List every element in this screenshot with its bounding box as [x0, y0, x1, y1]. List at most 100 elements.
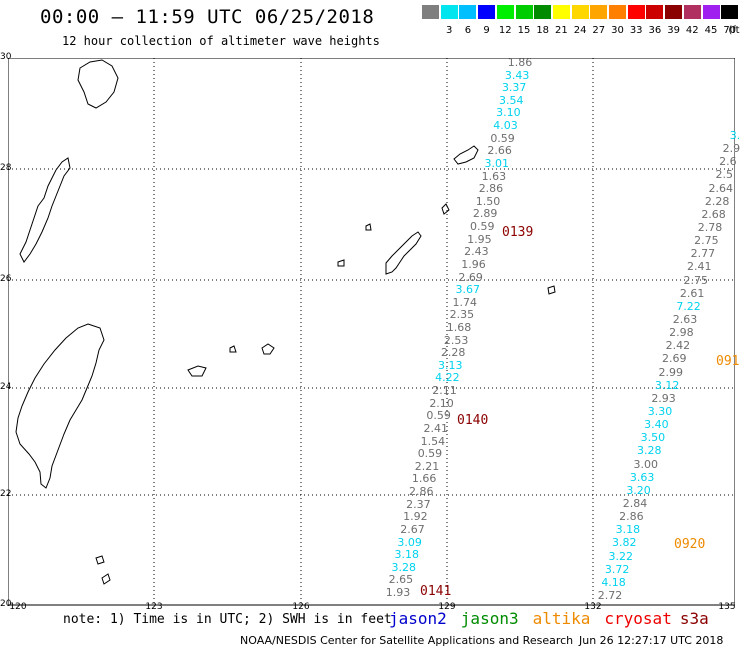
wave-height-value: 3.63: [629, 470, 655, 484]
wave-height-value: 3.13: [438, 358, 463, 372]
legend-label: 15: [517, 25, 531, 36]
legend-label: 3: [446, 25, 453, 36]
wave-height-value: 3.18: [615, 523, 641, 537]
wave-height-value: 3.82: [612, 536, 637, 550]
miyako-coastline: [261, 343, 275, 355]
legend-label: 70: [723, 25, 737, 36]
wave-height-value: 2.66: [487, 144, 512, 158]
latitude-label: 22: [0, 489, 12, 499]
wave-height-value: 2.86: [408, 485, 434, 499]
legend-label: 21: [555, 25, 568, 36]
satellite-name: s3a: [679, 609, 709, 628]
latitude-label: 20: [0, 599, 12, 609]
wave-height-value: 7.22: [676, 299, 701, 313]
legend-label: 36: [648, 25, 662, 36]
islet-g: [365, 223, 372, 231]
satellite-name: cryosat: [604, 609, 672, 628]
wave-height-value: 2.89: [472, 207, 498, 221]
wave-height-value: 2.67: [400, 522, 425, 536]
legend-label: 9: [483, 25, 490, 36]
wave-height-value: 2.93: [651, 391, 676, 405]
wave-height-value: 3.01: [484, 156, 510, 170]
kyushu-north-coastline: [77, 59, 119, 109]
longitude-label: 120: [9, 602, 27, 612]
legend-swatch: [646, 5, 664, 19]
legend-swatch: [478, 5, 496, 19]
legend-swatch: [552, 5, 570, 19]
satellite-name: jason3: [460, 609, 519, 628]
islet-c: [547, 285, 556, 295]
legend-swatch: [496, 5, 514, 19]
wave-height-value: 2.61: [679, 286, 705, 300]
legend-swatch: [422, 5, 439, 19]
wave-height-value: 3.28: [637, 444, 662, 458]
pass-number-label: 0141: [420, 584, 452, 599]
wave-height-value: 3.37: [501, 81, 527, 95]
wave-height-value: 2.69: [458, 270, 483, 284]
wave-height-value: 2.86: [478, 182, 504, 196]
wave-height-value: 2.6: [719, 155, 737, 169]
credit-text: NOAA/NESDIS Center for Satellite Applica…: [240, 634, 574, 647]
wave-height-value: 2.68: [701, 207, 726, 221]
latitude-label: 30: [0, 52, 12, 62]
wave-height-value: 3.43: [504, 68, 530, 82]
legend-label: 33: [629, 25, 643, 36]
wave-height-value: 3.72: [604, 562, 630, 576]
wave-height-value: 2.98: [669, 326, 694, 340]
wave-height-value: 1.66: [411, 472, 437, 486]
wave-height-value: 1.95: [467, 232, 492, 246]
pass-number-label: 0920: [674, 537, 706, 552]
wave-height-value: 2.37: [406, 497, 431, 511]
legend-swatch: [515, 5, 533, 19]
legend-label: 12: [498, 25, 512, 36]
okinawa-coastline: [385, 231, 422, 275]
wave-height-value: 2.11: [432, 384, 457, 398]
page-subtitle: 12 hour collection of altimeter wave hei…: [62, 34, 380, 48]
legend-label: 27: [592, 25, 606, 36]
wave-height-value: 2.99: [658, 365, 683, 379]
wave-height-value: 2.63: [672, 313, 698, 326]
wave-height-value: 3.12: [654, 378, 680, 392]
longitude-label: 126: [292, 602, 310, 612]
coastlines: [15, 59, 556, 585]
wave-height-value: 3.50: [640, 431, 666, 445]
latitude-label: 24: [0, 382, 12, 392]
wave-height-value: 0.59: [469, 220, 495, 234]
wave-height-value: 0.59: [417, 447, 443, 461]
taiwan-coastline: [15, 323, 105, 489]
wave-height-value: 3.54: [499, 93, 524, 107]
legend-label: 42: [685, 25, 699, 36]
map-frame: [8, 58, 735, 606]
wave-height-value: 3.67: [455, 283, 480, 297]
wave-height-value: 2.43: [464, 245, 489, 259]
legend-swatch: [590, 5, 608, 19]
islet-a: [95, 555, 105, 565]
islet-f: [441, 203, 450, 215]
wave-height-value: 2.10: [429, 396, 454, 410]
wave-height-value: 1.50: [475, 194, 501, 208]
pass-number-label: 0139: [502, 225, 534, 240]
legend-swatch: [534, 5, 552, 19]
wave-height-value: 2.64: [708, 181, 733, 195]
pass-number-label: 091: [716, 354, 740, 369]
legend-label: 18: [536, 25, 550, 36]
latitude-label: 28: [0, 163, 12, 173]
legend-swatch: [609, 5, 626, 19]
wave-height-value: 2.65: [388, 573, 414, 587]
wave-height-value: 4.18: [601, 575, 626, 589]
wave-height-value: 1.86: [507, 56, 533, 69]
pass-number-label: 0140: [457, 413, 489, 428]
longitude-label: 135: [718, 602, 736, 612]
wave-height-value: 1.93: [385, 586, 411, 599]
satellite-legend: jason2 jason3 altika cryosat s3a: [389, 609, 709, 628]
wave-height-value: 1.68: [446, 321, 472, 334]
latitude-label: 26: [0, 274, 12, 284]
wave-height-value: 2.75: [683, 273, 708, 287]
islet-d: [337, 259, 345, 267]
wave-height-value: 3.20: [626, 483, 651, 497]
wave-height-value: 2.84: [622, 497, 648, 510]
wave-height-value: 1.63: [481, 169, 507, 183]
wave-height-value: 2.78: [697, 221, 723, 234]
legend-swatch: [627, 5, 645, 19]
